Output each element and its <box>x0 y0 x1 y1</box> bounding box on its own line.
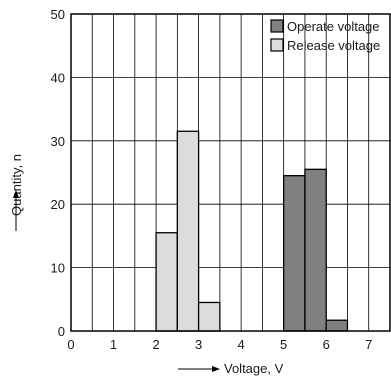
y-axis-title-group: Quantity, n <box>9 154 24 231</box>
y-tick-label: 50 <box>51 7 65 22</box>
bar <box>283 175 306 332</box>
legend-swatch <box>270 38 284 52</box>
x-tick-labels: 0 1 2 3 4 5 6 7 <box>67 337 372 352</box>
y-tick-label: 30 <box>51 134 65 149</box>
bar <box>176 130 200 332</box>
x-tick-label: 1 <box>110 337 117 352</box>
y-tick-label: 0 <box>58 324 65 339</box>
bar <box>155 232 178 332</box>
plot-frame <box>70 13 391 332</box>
bars <box>155 130 349 332</box>
x-tick-label: 2 <box>152 337 159 352</box>
y-axis-arrow-head-icon <box>13 190 19 198</box>
legend-label: Operate voltage <box>287 19 380 34</box>
bar <box>304 168 327 332</box>
x-tick-label: 6 <box>323 337 330 352</box>
y-tick-label: 40 <box>51 70 65 85</box>
x-tick-label: 3 <box>195 337 202 352</box>
x-axis-title-group: Voltage, V <box>178 361 284 376</box>
y-tick-label: 20 <box>51 197 65 212</box>
y-tick-labels: 0 10 20 30 40 50 <box>51 7 65 339</box>
y-axis-title: Quantity, n <box>9 154 24 216</box>
legend: Operate voltage Release voltage <box>270 19 380 53</box>
x-axis-arrow-head-icon <box>212 366 220 372</box>
y-tick-label: 10 <box>51 261 65 276</box>
legend-label: Release voltage <box>287 38 380 53</box>
x-tick-label: 7 <box>365 337 372 352</box>
legend-swatch <box>270 19 284 33</box>
x-tick-label: 0 <box>67 337 74 352</box>
x-tick-label: 4 <box>238 337 245 352</box>
bar <box>325 319 349 332</box>
x-axis-title: Voltage, V <box>224 361 284 376</box>
grid-lines <box>71 14 390 331</box>
bar <box>197 301 221 332</box>
x-tick-label: 5 <box>280 337 287 352</box>
